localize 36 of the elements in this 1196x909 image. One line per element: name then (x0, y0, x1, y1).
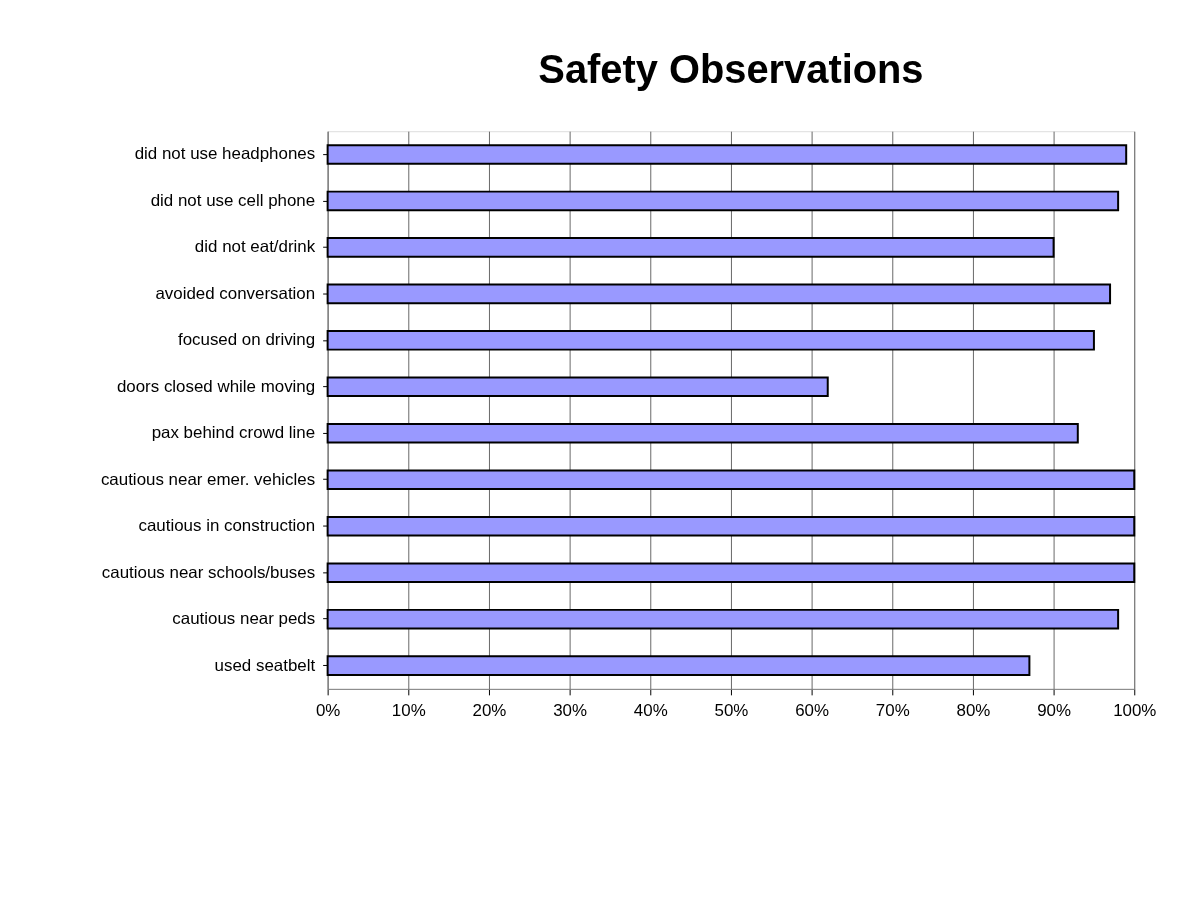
bar (326, 562, 1136, 583)
x-tick-label: 70% (875, 701, 910, 721)
bar (326, 469, 1136, 491)
x-tick-label: 0% (315, 701, 341, 721)
bar (326, 608, 1120, 630)
y-tick-label: used seatbelt (214, 655, 316, 675)
bar (326, 376, 829, 398)
chart-title: Safety Observations (538, 47, 924, 92)
x-tick-label: 80% (956, 701, 991, 721)
y-tick-label: did not use cell phone (150, 190, 316, 210)
bar (326, 422, 1079, 444)
bar (326, 283, 1112, 305)
x-tick-label: 100% (1113, 701, 1157, 721)
y-tick-label: cautious near peds (172, 609, 316, 629)
x-tick-label: 20% (472, 701, 507, 721)
y-tick-label: focused on driving (177, 330, 316, 350)
bar (326, 515, 1136, 537)
x-tick-label: 40% (633, 701, 668, 721)
bar (326, 330, 1095, 351)
x-tick-label: 10% (391, 701, 426, 721)
y-tick-label: cautious near emer. vehicles (100, 469, 316, 489)
x-tick-label: 60% (795, 701, 830, 721)
y-tick-label: did not use headphones (134, 144, 316, 164)
y-tick-label: avoided conversation (155, 283, 316, 303)
bar (326, 144, 1128, 165)
x-tick-label: 90% (1037, 701, 1072, 721)
y-tick-label: doors closed while moving (116, 376, 316, 396)
y-tick-label: cautious in construction (138, 516, 316, 536)
bar (326, 237, 1055, 258)
bar (326, 190, 1120, 212)
bar (326, 655, 1031, 676)
x-tick-label: 50% (714, 701, 749, 721)
x-tick-label: 30% (553, 701, 588, 721)
y-tick-label: did not eat/drink (194, 237, 316, 257)
y-tick-label: cautious near schools/buses (101, 562, 316, 582)
y-tick-label: pax behind crowd line (151, 423, 316, 443)
